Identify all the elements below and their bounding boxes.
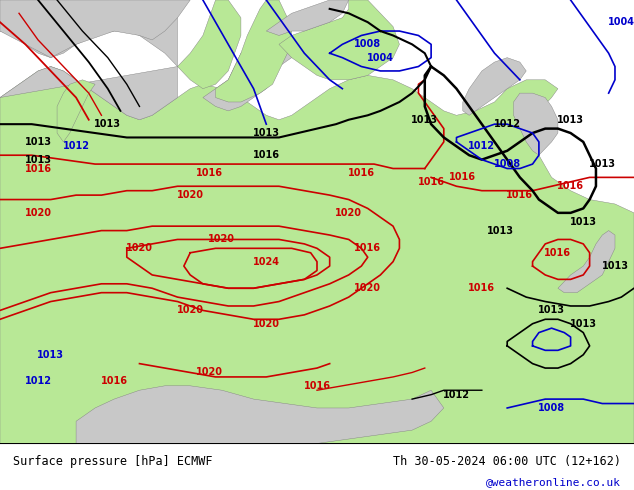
Text: 1012: 1012 bbox=[25, 376, 51, 387]
Text: 1020: 1020 bbox=[354, 283, 381, 293]
Polygon shape bbox=[266, 0, 349, 35]
Text: 1016: 1016 bbox=[545, 248, 571, 258]
Text: 1012: 1012 bbox=[494, 119, 521, 129]
Text: 1013: 1013 bbox=[538, 305, 565, 316]
Text: 1016: 1016 bbox=[196, 168, 223, 178]
Text: 1013: 1013 bbox=[94, 119, 121, 129]
Text: 1013: 1013 bbox=[488, 225, 514, 236]
Polygon shape bbox=[76, 386, 444, 443]
Polygon shape bbox=[203, 31, 298, 111]
Text: 1008: 1008 bbox=[538, 403, 565, 413]
Text: 1016: 1016 bbox=[253, 150, 280, 160]
Text: 1016: 1016 bbox=[469, 283, 495, 293]
Text: 1013: 1013 bbox=[570, 217, 597, 227]
Text: 1016: 1016 bbox=[354, 244, 381, 253]
Text: 1008: 1008 bbox=[494, 159, 521, 169]
Text: 1012: 1012 bbox=[443, 390, 470, 400]
Text: 1013: 1013 bbox=[25, 155, 51, 165]
Polygon shape bbox=[216, 0, 292, 102]
Text: 1013: 1013 bbox=[557, 115, 584, 125]
Text: 1020: 1020 bbox=[253, 318, 280, 329]
Text: 1016: 1016 bbox=[450, 172, 476, 182]
Text: 1016: 1016 bbox=[101, 376, 127, 387]
Text: Surface pressure [hPa] ECMWF: Surface pressure [hPa] ECMWF bbox=[13, 455, 212, 467]
Text: 1020: 1020 bbox=[196, 368, 223, 377]
Text: 1020: 1020 bbox=[25, 208, 51, 218]
Polygon shape bbox=[558, 231, 615, 293]
Text: 1016: 1016 bbox=[507, 190, 533, 200]
Text: 1013: 1013 bbox=[37, 350, 64, 360]
Polygon shape bbox=[178, 0, 241, 89]
Text: 1004: 1004 bbox=[367, 52, 394, 63]
Text: 1013: 1013 bbox=[602, 261, 628, 271]
Polygon shape bbox=[463, 58, 526, 115]
Text: 1016: 1016 bbox=[557, 181, 584, 191]
Polygon shape bbox=[0, 0, 178, 120]
Text: 1020: 1020 bbox=[177, 190, 204, 200]
Text: 1013: 1013 bbox=[570, 318, 597, 329]
Text: 1004: 1004 bbox=[608, 17, 634, 27]
Text: 1024: 1024 bbox=[253, 257, 280, 267]
Text: 1020: 1020 bbox=[209, 234, 235, 245]
Text: 1016: 1016 bbox=[348, 168, 375, 178]
Text: 1016: 1016 bbox=[418, 177, 444, 187]
Polygon shape bbox=[57, 80, 95, 142]
Text: 1013: 1013 bbox=[411, 115, 438, 125]
Text: 1012: 1012 bbox=[63, 141, 89, 151]
Text: Th 30-05-2024 06:00 UTC (12+162): Th 30-05-2024 06:00 UTC (12+162) bbox=[393, 455, 621, 467]
Text: @weatheronline.co.uk: @weatheronline.co.uk bbox=[486, 477, 621, 487]
Text: 1016: 1016 bbox=[25, 164, 51, 173]
Text: 1020: 1020 bbox=[177, 305, 204, 316]
Polygon shape bbox=[514, 93, 558, 155]
Text: 1012: 1012 bbox=[469, 141, 495, 151]
Text: 1013: 1013 bbox=[589, 159, 616, 169]
Polygon shape bbox=[0, 0, 190, 58]
Text: 1020: 1020 bbox=[126, 244, 153, 253]
Text: 1020: 1020 bbox=[335, 208, 362, 218]
Text: 1013: 1013 bbox=[25, 137, 51, 147]
Polygon shape bbox=[279, 0, 399, 80]
Polygon shape bbox=[0, 67, 634, 443]
Text: 1016: 1016 bbox=[304, 381, 330, 391]
Text: 1013: 1013 bbox=[253, 128, 280, 138]
Text: 1008: 1008 bbox=[354, 39, 381, 49]
